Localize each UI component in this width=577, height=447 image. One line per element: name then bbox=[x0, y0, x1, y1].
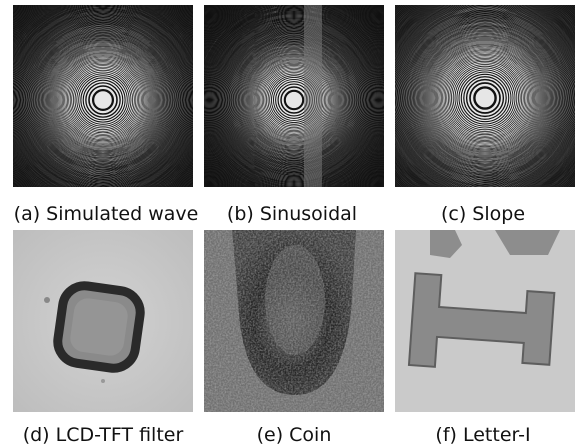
caption: (b) Sinusoidal bbox=[227, 203, 357, 225]
caption: (f) Letter-I bbox=[435, 424, 530, 446]
wave-images bbox=[0, 0, 577, 235]
caption: (c) Slope bbox=[441, 203, 525, 225]
figure: (a) Simulated wave (b) Sinusoidal (c) Sl… bbox=[0, 0, 577, 447]
ring-panel bbox=[0, 0, 238, 235]
caption: (e) Coin bbox=[257, 424, 332, 446]
band bbox=[304, 5, 322, 187]
ring-panel bbox=[159, 0, 429, 235]
ring-panel bbox=[350, 0, 577, 233]
caption: (d) LCD-TFT filter bbox=[23, 424, 184, 446]
caption: (a) Simulated wave bbox=[14, 203, 199, 225]
letter-image bbox=[395, 230, 575, 412]
lcd-image bbox=[13, 230, 193, 412]
coin-image bbox=[204, 230, 384, 412]
